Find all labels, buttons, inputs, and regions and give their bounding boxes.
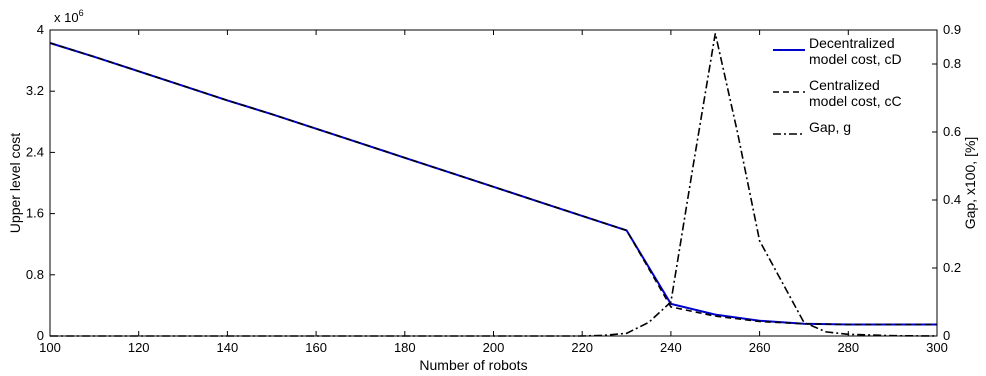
y-right-axis-label: Gap, x100, [%] bbox=[962, 137, 978, 230]
series-line-gap-g bbox=[50, 33, 938, 337]
x-tick-label: 100 bbox=[39, 340, 61, 355]
legend-label: model cost, cC bbox=[809, 93, 902, 109]
series-line-centralized-model-cost-cc bbox=[49, 42, 937, 326]
x-tick-label: 280 bbox=[837, 340, 859, 355]
x-axis-label: Number of robots bbox=[419, 357, 527, 373]
y-left-tick-label: 0.8 bbox=[26, 267, 44, 282]
y-right-tick-label: 0.2 bbox=[943, 260, 961, 275]
y-right-tick-label: 0.9 bbox=[943, 22, 961, 37]
x-tick-label: 240 bbox=[660, 340, 682, 355]
left-axis-multiplier: x 106 bbox=[54, 8, 84, 25]
x-tick-label: 220 bbox=[571, 340, 593, 355]
y-right-tick-label: 0.6 bbox=[943, 124, 961, 139]
series-line-decentralized-model-cost-cd bbox=[49, 42, 937, 326]
x-tick-label: 200 bbox=[483, 340, 505, 355]
y-left-tick-label: 1.6 bbox=[26, 206, 44, 221]
multiplier-exponent: 6 bbox=[79, 8, 84, 18]
x-tick-label: 120 bbox=[128, 340, 150, 355]
x-tick-label: 140 bbox=[217, 340, 239, 355]
plot-frame bbox=[49, 29, 938, 337]
y-left-axis-label: Upper level cost bbox=[7, 133, 23, 233]
legend-label: model cost, cD bbox=[809, 51, 902, 67]
legend-label: Decentralized bbox=[809, 35, 895, 51]
y-right-tick-label: 0.4 bbox=[943, 192, 961, 207]
y-right-tick-label: 0 bbox=[943, 328, 950, 343]
multiplier-base: x 10 bbox=[54, 10, 79, 25]
x-tick-label: 260 bbox=[749, 340, 771, 355]
legend-label: Gap, g bbox=[809, 119, 851, 135]
y-left-tick-label: 0 bbox=[37, 328, 44, 343]
y-left-tick-label: 4 bbox=[37, 22, 44, 37]
legend-label: Centralized bbox=[809, 77, 880, 93]
y-right-tick-label: 0.8 bbox=[943, 56, 961, 71]
x-tick-label: 300 bbox=[926, 340, 948, 355]
x-tick-label: 180 bbox=[394, 340, 416, 355]
y-left-tick-label: 3.2 bbox=[26, 83, 44, 98]
x-tick-label: 160 bbox=[305, 340, 327, 355]
y-left-tick-label: 2.4 bbox=[26, 144, 44, 159]
